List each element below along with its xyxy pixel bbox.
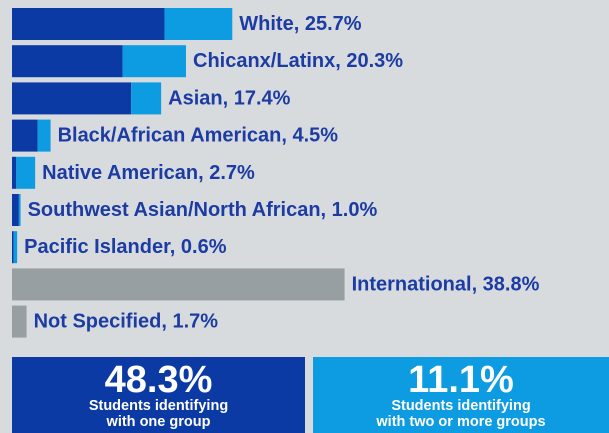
- bar-segment: [12, 305, 27, 338]
- bar-segment: [12, 231, 14, 264]
- summary-box: [313, 357, 609, 433]
- summary-text: Students identifying: [391, 398, 530, 414]
- bar-segment: [12, 8, 165, 40]
- bar-segment: [18, 194, 21, 226]
- summary-text: with two or more groups: [375, 414, 545, 430]
- summary-text: with one group: [106, 414, 211, 430]
- bar-segment: [37, 119, 51, 152]
- summary-value: 48.3%: [105, 359, 213, 401]
- bar-label: Asian, 17.4%: [168, 87, 291, 109]
- bar-label: Chicanx/Latinx, 20.3%: [193, 50, 403, 72]
- bar-segment: [12, 156, 17, 189]
- bar-segment: [12, 119, 38, 152]
- summary-value: 11.1%: [408, 359, 514, 401]
- bar-segment: [12, 82, 132, 115]
- bar-label: White, 25.7%: [239, 13, 361, 35]
- bar-segment: [16, 156, 36, 189]
- bar-segment: [122, 45, 186, 78]
- bar-segment: [131, 82, 162, 115]
- bar-segment: [12, 45, 123, 78]
- bar-segment: [13, 231, 18, 264]
- bar-segment: [164, 8, 233, 40]
- bar-label: Black/African American, 4.5%: [58, 125, 339, 147]
- summary-box: [12, 357, 305, 433]
- bar-label: Pacific Islander, 0.6%: [24, 236, 227, 258]
- summary-text: Students identifying: [89, 398, 228, 414]
- bar-label: Not Specified, 1.7%: [34, 311, 219, 333]
- bar-segment: [12, 194, 19, 226]
- bar-segment: [12, 268, 345, 301]
- bar-label: Native American, 2.7%: [42, 162, 255, 184]
- bar-label: Southwest Asian/North African, 1.0%: [28, 199, 378, 221]
- bar-label: International, 38.8%: [352, 273, 540, 295]
